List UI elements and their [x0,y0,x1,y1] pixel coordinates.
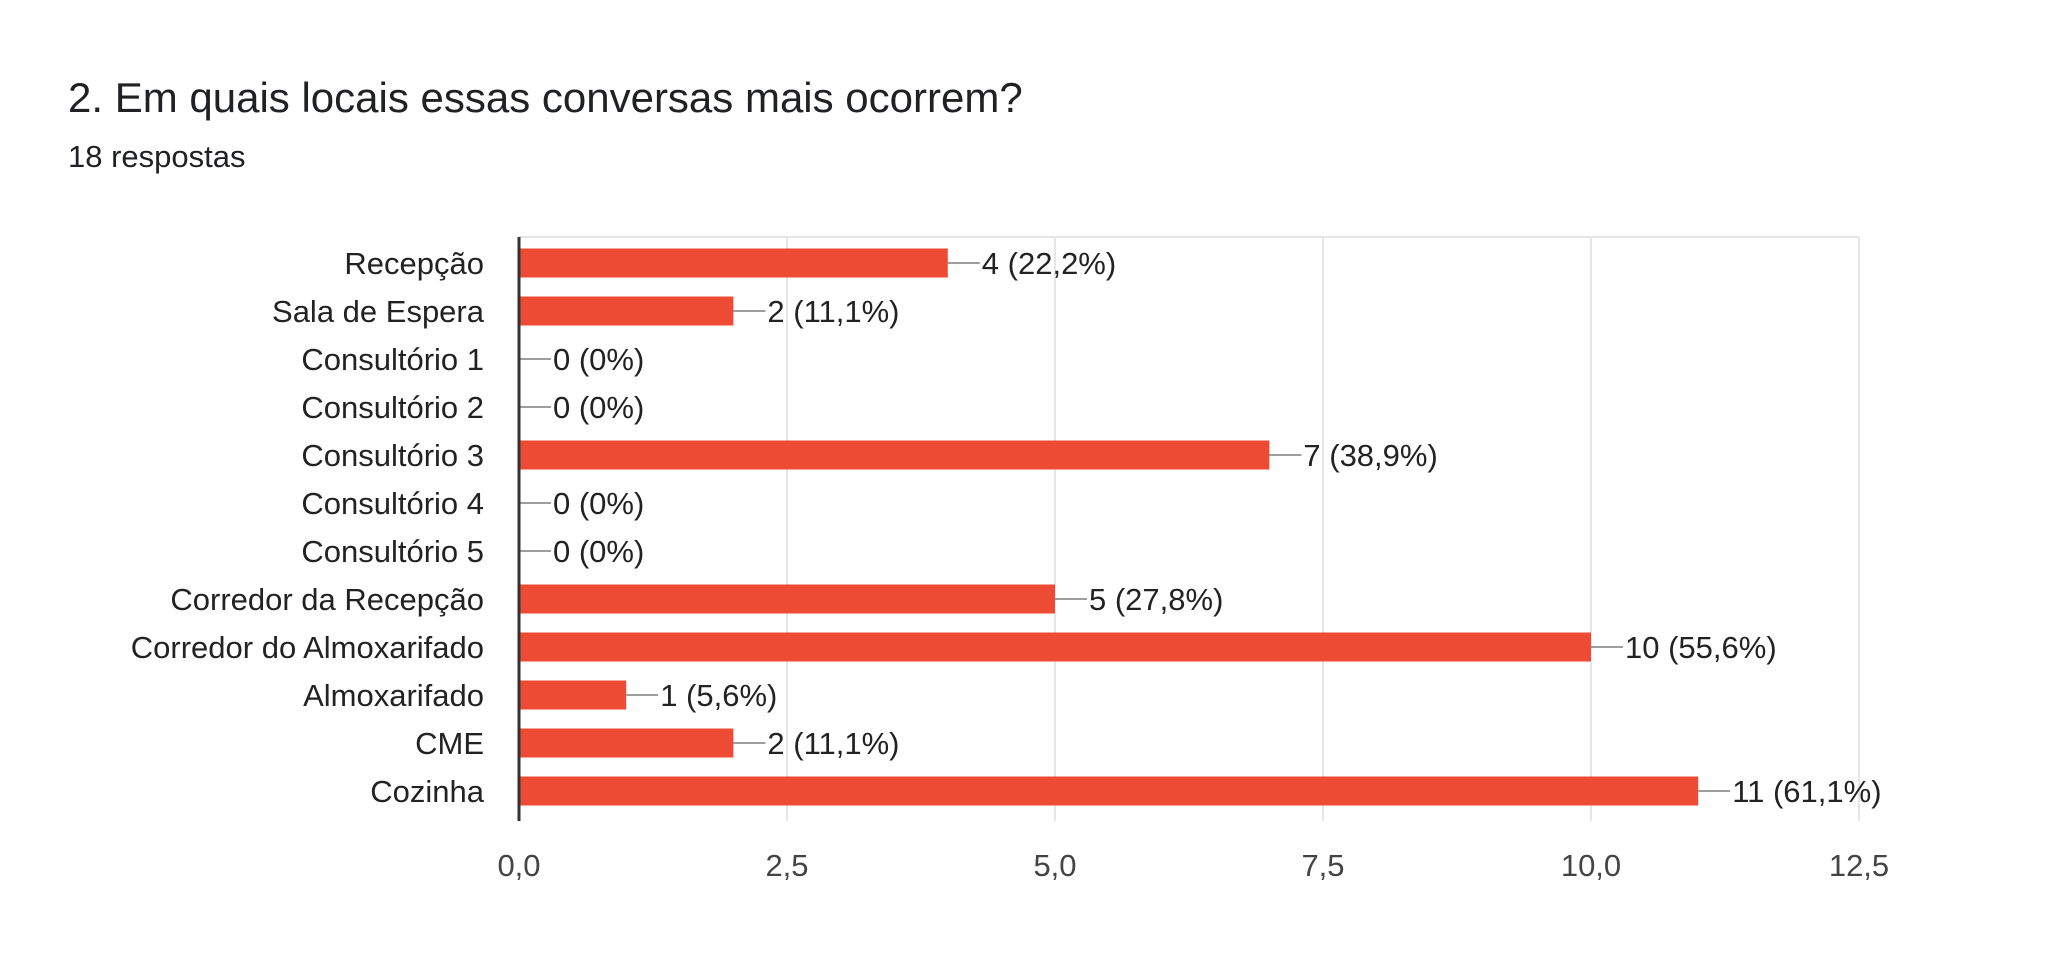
data-label: 0 (0%) [553,534,644,569]
data-label: 10 (55,6%) [1625,630,1777,665]
x-tick-label: 2,5 [765,848,808,883]
category-label: Consultório 4 [301,486,484,521]
category-label: Cozinha [370,774,484,809]
response-count: 18 respostas [68,139,246,174]
bar-8 [519,632,1591,662]
category-label: Corredor do Almoxarifado [131,630,484,665]
bar-9 [519,680,627,710]
category-label: Consultório 3 [301,438,484,473]
x-tick-label: 12,5 [1829,848,1889,883]
bar-4 [519,440,1270,470]
bar-1 [519,296,734,326]
category-label: Corredor da Recepção [170,582,484,617]
x-tick-label: 10,0 [1561,848,1621,883]
category-label: CME [415,726,484,761]
data-label: 1 (5,6%) [660,678,777,713]
category-label: Consultório 2 [301,390,484,425]
data-label: 0 (0%) [553,486,644,521]
category-label: Recepção [344,246,484,281]
bar-0 [519,248,948,278]
category-label: Almoxarifado [303,678,484,713]
bar-7 [519,584,1055,614]
category-label: Consultório 5 [301,534,484,569]
data-label: 5 (27,8%) [1089,582,1223,617]
category-label: Sala de Espera [272,294,485,329]
data-label: 0 (0%) [553,342,644,377]
data-label: 11 (61,1%) [1732,774,1881,809]
data-label: 2 (11,1%) [767,294,899,329]
x-tick-label: 7,5 [1301,848,1344,883]
x-tick-label: 0,0 [497,848,540,883]
bar-11 [519,776,1699,806]
data-label: 0 (0%) [553,390,644,425]
category-label: Consultório 1 [301,342,484,377]
x-tick-label: 5,0 [1033,848,1076,883]
data-label: 2 (11,1%) [767,726,899,761]
bar-10 [519,728,734,758]
question-title: 2. Em quais locais essas conversas mais … [68,74,1023,121]
data-label: 7 (38,9%) [1303,438,1437,473]
data-label: 4 (22,2%) [982,246,1116,281]
